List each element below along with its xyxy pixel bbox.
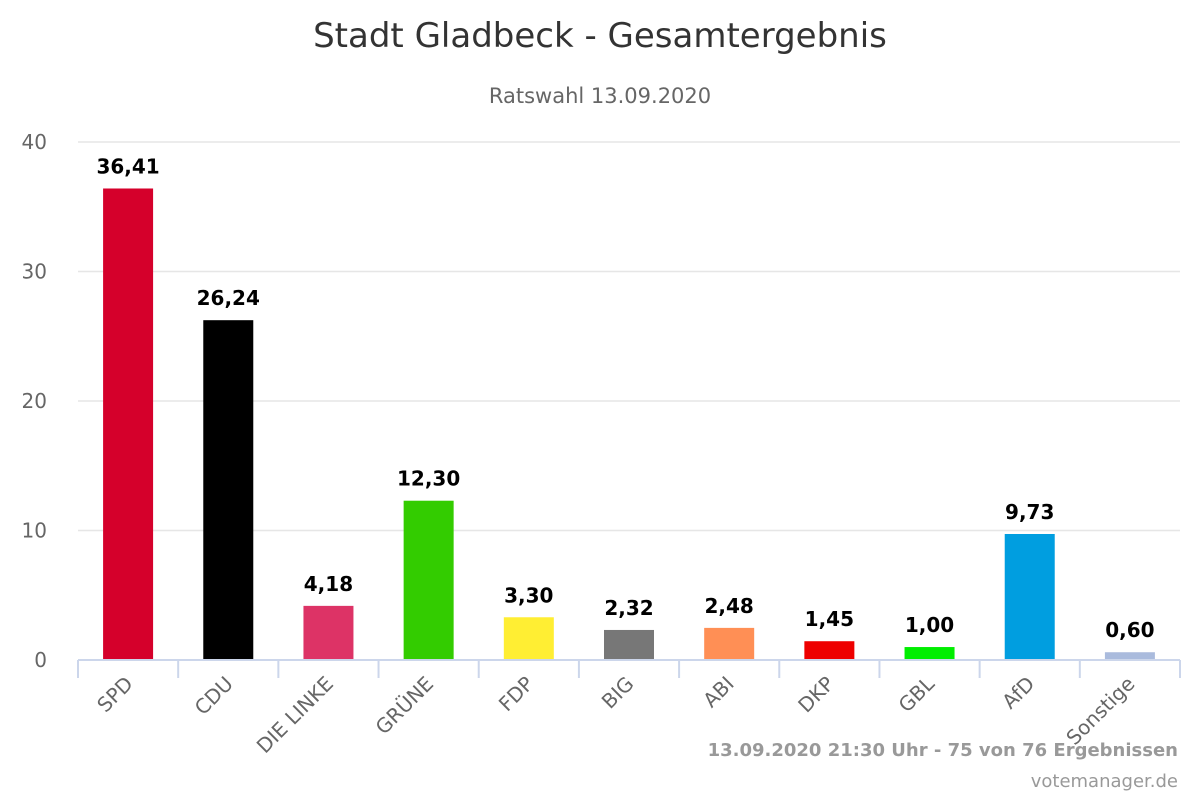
data-label: 1,00 [905, 613, 954, 637]
bar-sonstige[interactable] [1104, 652, 1155, 660]
bar-spd[interactable] [103, 188, 154, 661]
x-tick-label: GRÜNE [371, 672, 439, 740]
x-tick-label: Sonstige [1061, 672, 1139, 750]
bar-gbl[interactable] [904, 647, 955, 660]
data-label: 0,60 [1105, 618, 1154, 642]
bar-dkp[interactable] [804, 641, 855, 660]
data-label: 12,30 [397, 467, 460, 491]
x-tick-label: GBL [894, 671, 940, 717]
bar-abi[interactable] [704, 627, 755, 660]
y-axis-ticks: 0 10 20 30 40 [22, 130, 47, 672]
chart-title: Stadt Gladbeck - Gesamtergebnis [313, 16, 887, 56]
y-tick-label: 40 [22, 130, 47, 154]
x-tick-label: AfD [997, 672, 1039, 714]
footer-credit[interactable]: votemanager.de [1031, 771, 1178, 792]
data-label: 1,45 [805, 607, 854, 631]
data-label: 2,48 [705, 594, 754, 618]
footer-status: 13.09.2020 21:30 Uhr - 75 von 76 Ergebni… [708, 740, 1178, 761]
x-tick-label: DIE LINKE [252, 672, 338, 758]
x-tick-label: CDU [190, 672, 238, 720]
bar-big[interactable] [604, 629, 654, 660]
bar-die-linke[interactable] [303, 605, 354, 660]
x-tick-label: BIG [597, 672, 639, 714]
data-label: 2,32 [604, 596, 653, 620]
data-label: 3,30 [504, 583, 553, 607]
x-axis [77, 659, 1181, 678]
y-tick-label: 20 [22, 389, 47, 413]
bar-fdp[interactable] [503, 617, 554, 660]
chart-subtitle: Ratswahl 13.09.2020 [489, 84, 711, 108]
data-labels: 36,41 26,24 4,18 12,30 3,30 2,32 2,48 1,45 1,00 9… [96, 154, 1154, 642]
bars [103, 188, 1155, 661]
x-tick-label: DKP [793, 672, 839, 718]
y-tick-label: 30 [22, 260, 47, 284]
y-tick-label: 0 [34, 648, 47, 672]
data-label: 36,41 [96, 154, 159, 178]
x-tick-label: SPD [92, 672, 137, 717]
data-label: 9,73 [1005, 500, 1054, 524]
data-label: 4,18 [304, 572, 353, 596]
bar-gr-ne[interactable] [403, 500, 454, 660]
x-tick-label: FDP [494, 672, 539, 717]
gridlines [78, 141, 1180, 532]
bar-afd[interactable] [1004, 533, 1055, 660]
y-tick-label: 10 [22, 519, 47, 543]
data-label: 26,24 [197, 286, 260, 310]
bar-cdu[interactable] [203, 320, 254, 660]
x-tick-label: ABI [698, 672, 739, 713]
